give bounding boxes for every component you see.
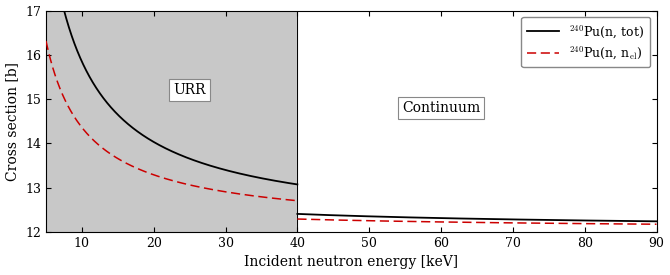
Text: Continuum: Continuum xyxy=(402,101,480,115)
Y-axis label: Cross section [b]: Cross section [b] xyxy=(5,62,19,181)
Text: URR: URR xyxy=(174,83,206,97)
Legend: $^{240}$Pu(n, tot), $^{240}$Pu(n, n$_\mathrm{el}$): $^{240}$Pu(n, tot), $^{240}$Pu(n, n$_\ma… xyxy=(521,17,651,67)
X-axis label: Incident neutron energy [keV]: Incident neutron energy [keV] xyxy=(244,255,458,270)
Bar xyxy=(46,10,297,232)
